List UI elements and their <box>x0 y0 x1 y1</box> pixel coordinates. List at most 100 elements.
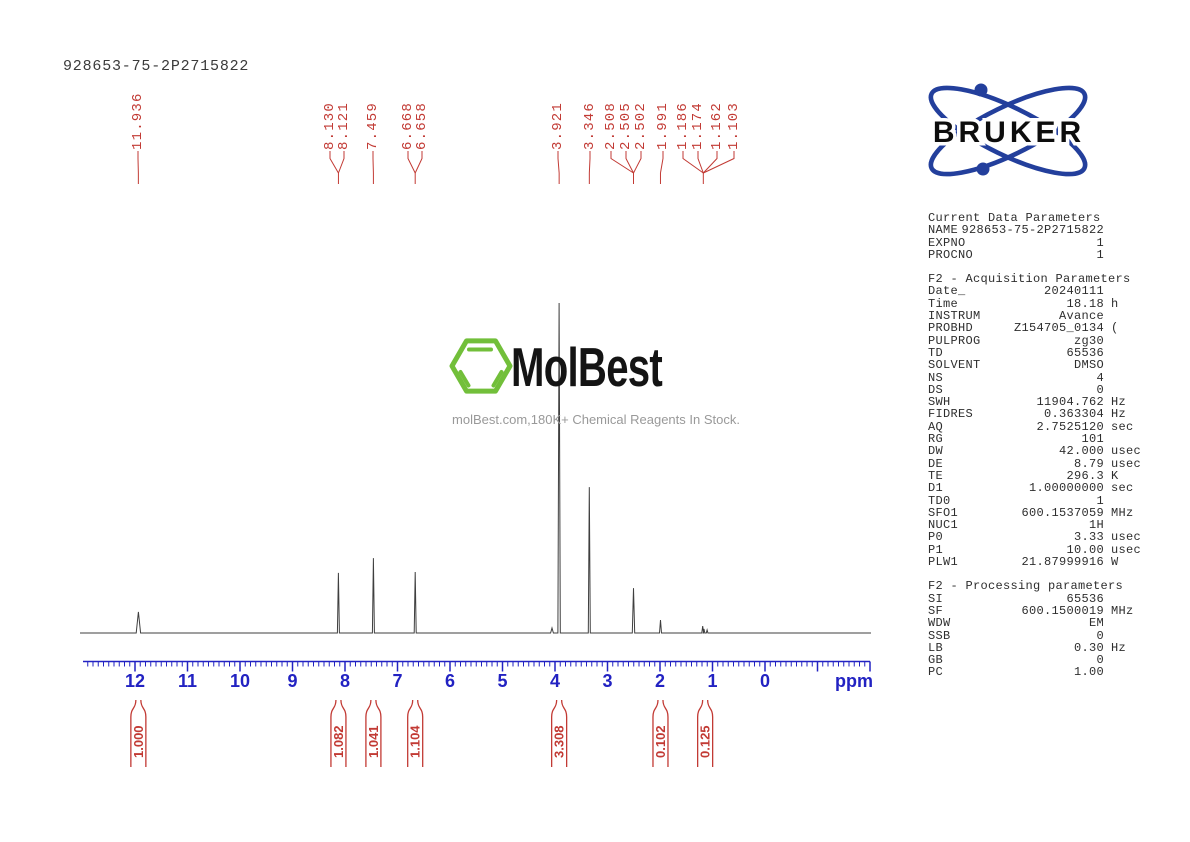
param-label: EXPNO <box>928 235 966 250</box>
param-value: 65536 <box>1066 591 1104 606</box>
param-label: SSB <box>928 628 951 643</box>
param-value: 18.18 <box>1066 296 1104 311</box>
param-label: NUC1 <box>928 518 959 533</box>
integral-bracket <box>697 699 714 767</box>
integral-bracket <box>652 699 669 767</box>
param-value: 21.87999916 <box>1021 555 1104 570</box>
param-value: Avance <box>1058 309 1104 324</box>
param-row: WDW EM <box>928 616 1144 631</box>
param-value: 11904.762 <box>1036 395 1104 410</box>
param-row: PROBHD Z154705_0134 ( <box>928 321 1144 336</box>
integral-value: 1.082 <box>331 725 346 758</box>
param-row: SSB 0 <box>928 628 1144 643</box>
param-label: RG <box>928 432 944 447</box>
sample-name-title: 928653-75-2P2715822 <box>63 58 250 75</box>
peak-pointer-line <box>682 151 704 174</box>
x-axis-tick-label: 1 <box>707 671 717 691</box>
param-label: Date_ <box>928 284 966 299</box>
param-row: SFO1 600.1537059 MHz <box>928 505 1144 520</box>
param-value: 10.00 <box>1066 542 1104 557</box>
param-value: 8.79 <box>1073 456 1104 471</box>
param-label: PROCNO <box>928 247 974 262</box>
param-value: 1.00 <box>1073 665 1104 680</box>
x-axis-tick-label: 3 <box>602 671 612 691</box>
param-label: FIDRES <box>928 407 974 422</box>
param-unit: MHz <box>1111 505 1134 520</box>
molbest-tagline: molBest.com,180K+ Chemical Reagents In S… <box>452 412 740 427</box>
param-row: FIDRES 0.363304 Hz <box>928 407 1144 422</box>
integral-value: 1.104 <box>408 725 423 758</box>
param-unit: usec <box>1111 542 1142 557</box>
param-value: 600.1537059 <box>1021 505 1104 520</box>
molbest-brand-text: MolBest <box>511 336 663 398</box>
param-value: 1H <box>1088 518 1104 533</box>
param-row: LB 0.30 Hz <box>928 640 1144 655</box>
param-row: DS 0 <box>928 384 1144 397</box>
param-label: D1 <box>928 481 944 496</box>
x-axis-tick-label: 7 <box>392 671 402 691</box>
peak-shift-label: 1.174 <box>690 101 706 150</box>
param-unit <box>1104 285 1144 297</box>
x-axis-tick-label: 10 <box>230 671 250 691</box>
param-row: Time 18.18 h <box>928 296 1144 311</box>
integral-bracket <box>330 699 347 767</box>
x-axis-tick-label: 4 <box>550 671 560 691</box>
parameter-panel: Current Data Parameters NAME 928653-75-2P2… <box>928 212 1144 679</box>
integral-value: 1.041 <box>366 725 381 758</box>
param-unit <box>1104 666 1144 678</box>
param-label: PROBHD <box>928 321 974 336</box>
x-axis-unit-label: ppm <box>835 671 873 691</box>
param-unit: K <box>1111 468 1119 483</box>
param-row: TD0 1 <box>928 493 1144 508</box>
peak-shift-label: 3.921 <box>550 101 566 150</box>
param-label: SI <box>928 591 944 606</box>
param-label: PLW1 <box>928 555 959 570</box>
param-unit <box>1104 249 1144 261</box>
param-section-header: F2 - Processing parameters <box>928 579 1124 594</box>
param-row: NAME 928653-75-2P2715822 <box>928 223 1144 238</box>
param-label: LB <box>928 640 944 655</box>
peak-pointer-line <box>697 151 704 174</box>
peak-shift-label: 11.936 <box>130 92 146 150</box>
x-axis-tick-label: 6 <box>445 671 455 691</box>
param-row: P1 10.00 usec <box>928 542 1144 557</box>
param-value: 1 <box>1096 235 1104 250</box>
param-unit <box>1104 359 1144 371</box>
peak-pointer-line <box>407 151 416 174</box>
peak-shift-label: 1.186 <box>675 101 691 150</box>
peak-pointer-line <box>625 151 634 174</box>
param-unit <box>1104 654 1144 666</box>
param-label: P1 <box>928 542 944 557</box>
integral-value: 1.000 <box>131 725 146 758</box>
param-unit: W <box>1111 555 1119 570</box>
peak-shift-label: 7.459 <box>365 101 381 150</box>
bruker-ellipse <box>928 85 1088 177</box>
param-row: NS 4 <box>928 370 1144 385</box>
param-label: TD0 <box>928 493 951 508</box>
param-value: 4 <box>1096 370 1104 385</box>
nmr-trace <box>80 302 871 634</box>
param-row: P0 3.33 usec <box>928 531 1144 544</box>
param-label: SF <box>928 603 944 618</box>
peak-pointer-line <box>329 151 339 174</box>
param-value: zg30 <box>1073 333 1104 348</box>
param-label: SOLVENT <box>928 358 981 373</box>
param-label: WDW <box>928 616 951 631</box>
param-value: 101 <box>1081 432 1104 447</box>
param-row: DW 42.000 usec <box>928 444 1144 459</box>
peak-shift-label: 8.121 <box>336 101 352 150</box>
x-axis-tick-label: 0 <box>760 671 770 691</box>
peak-shift-label: 1.162 <box>709 101 725 150</box>
param-label: DE <box>928 456 944 471</box>
param-value: 0 <box>1096 628 1104 643</box>
param-unit <box>1104 372 1144 384</box>
peak-pointer-line <box>659 151 664 174</box>
param-value: 928653-75-2P2715822 <box>961 223 1104 238</box>
param-row: TD 65536 <box>928 347 1144 360</box>
param-value: 0.30 <box>1073 640 1104 655</box>
param-label: DW <box>928 444 944 459</box>
param-label: AQ <box>928 419 944 434</box>
peak-pointer-line <box>633 151 642 174</box>
